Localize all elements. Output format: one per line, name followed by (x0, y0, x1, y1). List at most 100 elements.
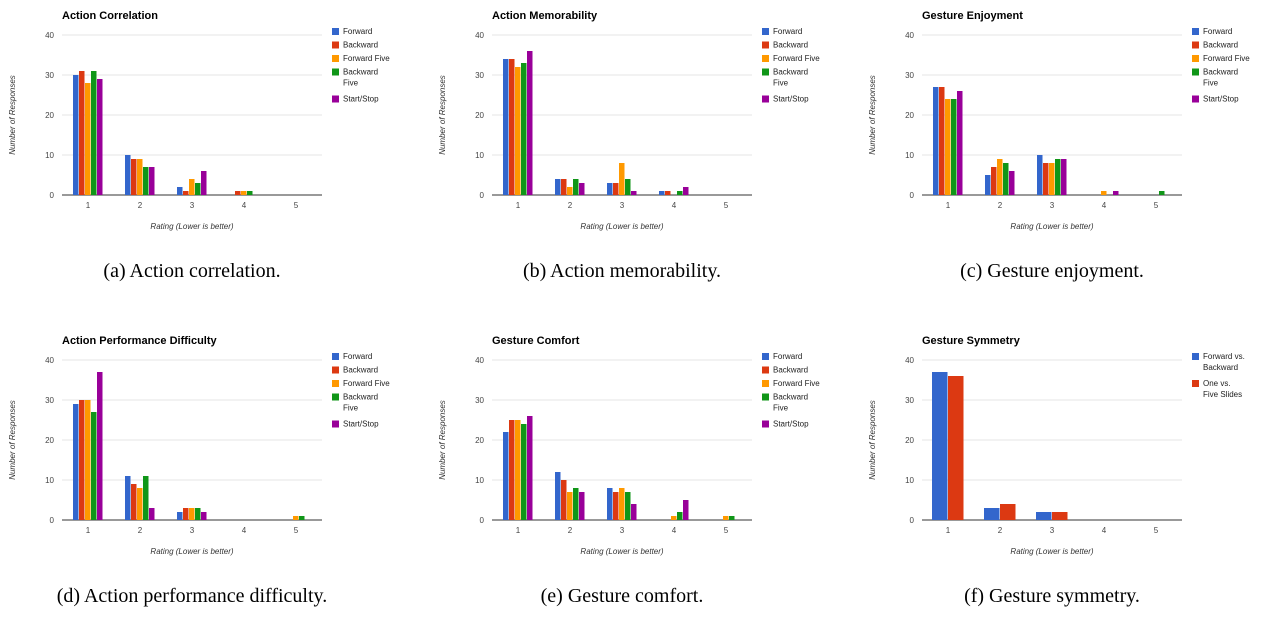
bar (91, 71, 97, 195)
figure-caption: (c) Gesture enjoyment. (960, 260, 1144, 282)
bar (939, 87, 945, 195)
x-tick-label: 4 (1102, 201, 1107, 210)
x-axis-label: Rating (Lower is better) (1010, 222, 1093, 231)
y-tick-label: 10 (905, 476, 914, 485)
x-tick-label: 1 (86, 526, 91, 535)
y-tick-label: 30 (905, 71, 914, 80)
bar (683, 500, 689, 520)
legend-label: Backward Five (773, 393, 808, 413)
bar (619, 163, 625, 195)
y-tick-label: 20 (45, 436, 54, 445)
figure-caption: (d) Action performance difficulty. (57, 585, 327, 607)
chart-panel: Action Performance Difficulty 0 10 20 30 40 Nu… (8, 335, 390, 607)
x-axis-label: Rating (Lower is better) (580, 222, 663, 231)
legend-label: Forward vs. Backward (1203, 352, 1245, 372)
y-tick-label: 0 (480, 516, 485, 525)
legend-swatch (332, 95, 339, 103)
legend-label: Forward (343, 27, 372, 36)
bar (143, 167, 149, 195)
bar (131, 484, 137, 520)
x-tick-label: 3 (620, 201, 625, 210)
chart-title: Action Memorability (492, 10, 598, 22)
y-tick-label: 40 (45, 31, 54, 40)
x-tick-label: 4 (242, 526, 247, 535)
legend-label: Start/Stop (773, 420, 809, 429)
x-tick-label: 2 (138, 201, 143, 210)
chart-title: Gesture Symmetry (922, 335, 1021, 347)
x-tick-label: 5 (724, 526, 729, 535)
x-tick-label: 3 (620, 526, 625, 535)
bar (73, 404, 79, 520)
bar (183, 508, 189, 520)
bar (125, 476, 131, 520)
bar (945, 99, 951, 195)
legend-label: Backward Five (343, 393, 378, 413)
legend-label: Backward (343, 366, 378, 375)
legend-swatch (1192, 68, 1199, 76)
chart-panel: Gesture Enjoyment 0 10 20 30 40 Number of Resp… (868, 10, 1250, 282)
bar (177, 512, 183, 520)
chart-title: Action Correlation (62, 10, 158, 22)
bar (631, 504, 637, 520)
bar (241, 191, 247, 195)
bar (131, 159, 137, 195)
bar (665, 191, 671, 195)
bar (619, 488, 625, 520)
x-tick-label: 1 (946, 526, 951, 535)
bar (143, 476, 149, 520)
y-tick-label: 40 (45, 356, 54, 365)
bar (677, 512, 683, 520)
x-tick-label: 4 (672, 526, 677, 535)
bar (613, 183, 619, 195)
bar (85, 400, 91, 520)
bar (625, 492, 631, 520)
x-tick-label: 3 (1050, 201, 1055, 210)
bar (573, 488, 579, 520)
bar (97, 372, 103, 520)
bar (247, 191, 253, 195)
bar (509, 420, 515, 520)
legend-label: Backward (773, 41, 808, 50)
bar (951, 99, 957, 195)
x-tick-label: 1 (946, 201, 951, 210)
bar (625, 179, 631, 195)
y-tick-label: 10 (475, 151, 484, 160)
x-tick-label: 5 (724, 201, 729, 210)
legend-swatch (1192, 380, 1199, 387)
x-tick-label: 2 (568, 526, 573, 535)
bar (189, 179, 195, 195)
legend-swatch (762, 41, 769, 49)
bar (149, 508, 155, 520)
bar (933, 87, 939, 195)
y-axis-label: Number of Responses (8, 400, 17, 480)
legend-label: Start/Stop (1203, 95, 1239, 104)
legend-swatch (1192, 41, 1199, 49)
x-axis-label: Rating (Lower is better) (1010, 547, 1093, 556)
x-tick-label: 2 (568, 201, 573, 210)
legend-swatch (1192, 353, 1199, 360)
figure-caption: (b) Action memorability. (523, 260, 721, 282)
bar (567, 492, 573, 520)
bar (555, 179, 561, 195)
x-tick-label: 4 (1102, 526, 1107, 535)
legend-label: Backward (343, 41, 378, 50)
y-axis-label: Number of Responses (438, 75, 447, 155)
bar (1009, 171, 1015, 195)
x-tick-label: 1 (86, 201, 91, 210)
bar (515, 420, 521, 520)
legend-label: Backward (1203, 41, 1238, 50)
legend-label: Forward Five (1203, 54, 1250, 63)
x-axis-label: Rating (Lower is better) (580, 547, 663, 556)
bar (1055, 159, 1061, 195)
bar (997, 159, 1003, 195)
bar (579, 183, 585, 195)
x-tick-label: 4 (672, 201, 677, 210)
bar (991, 167, 997, 195)
bar (85, 83, 91, 195)
legend-swatch (332, 380, 339, 387)
bar (177, 187, 183, 195)
bar (1036, 512, 1052, 520)
chart-title: Action Performance Difficulty (62, 335, 218, 347)
bar (677, 191, 683, 195)
